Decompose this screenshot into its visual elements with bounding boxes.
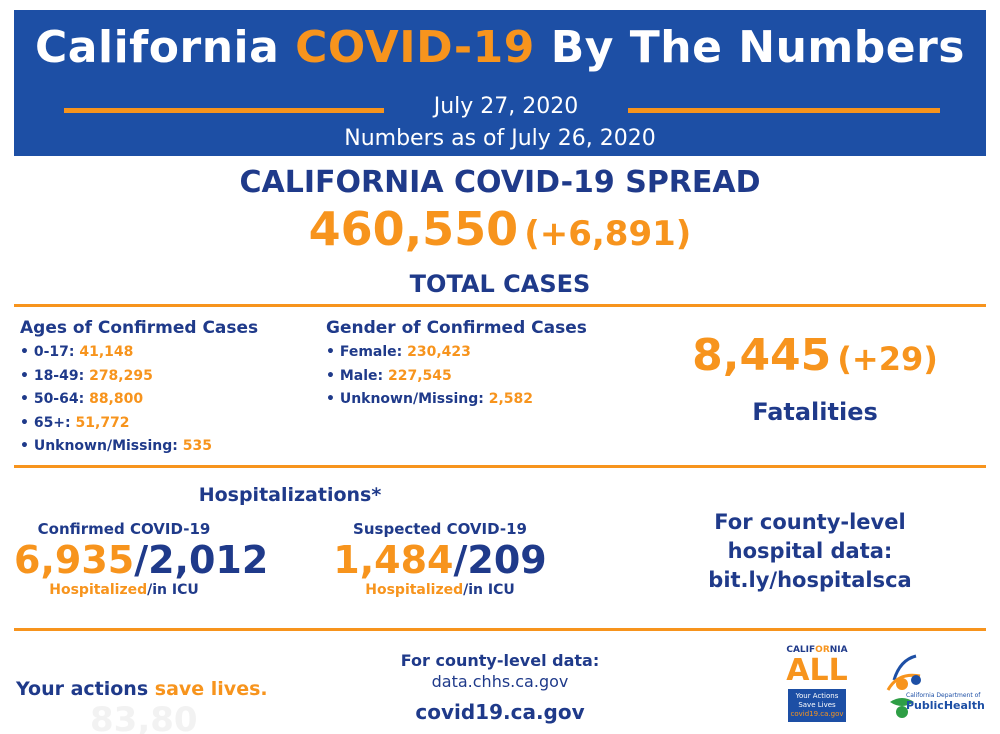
badge-line: Save Lives bbox=[798, 701, 836, 709]
total-cases-count: 460,550 bbox=[308, 202, 519, 256]
list-item: • 65+: 51,772 bbox=[20, 412, 212, 436]
ghost-text: 83,80 bbox=[90, 700, 198, 734]
fatalities-count: 8,445 bbox=[692, 330, 832, 381]
ca-part: NIA bbox=[829, 645, 848, 655]
caption-icu: /in ICU bbox=[147, 582, 199, 598]
list-item: • 0-17: 41,148 bbox=[20, 341, 212, 365]
ca-all-badge: Your Actions Save Lives covid19.ca.gov bbox=[788, 689, 846, 722]
california-all-logo: CALIFORNIA ALL Your Actions Save Lives c… bbox=[784, 645, 850, 722]
suspected-label: Suspected COVID-19 bbox=[353, 520, 527, 538]
age-label: • 18-49: bbox=[20, 367, 90, 384]
badge-line: Your Actions bbox=[795, 692, 839, 700]
list-item: • 50-64: 88,800 bbox=[20, 388, 212, 412]
title-highlight: COVID-19 bbox=[295, 22, 535, 73]
confirmed-caption: Hospitalized/in ICU bbox=[14, 582, 234, 598]
spread-heading: CALIFORNIA COVID-19 SPREAD bbox=[239, 165, 761, 200]
divider-1 bbox=[14, 304, 986, 307]
page-title: California COVID-19 By The Numbers bbox=[14, 22, 986, 73]
age-label: • 65+: bbox=[20, 414, 76, 431]
divider-3 bbox=[14, 628, 986, 631]
suspected-caption: Hospitalized/in ICU bbox=[330, 582, 550, 598]
ca-part: CALIF bbox=[786, 645, 816, 655]
tagline-pre: Your actions bbox=[16, 678, 155, 700]
gender-label: • Female: bbox=[326, 344, 408, 360]
hospital-data-link[interactable]: bit.ly/hospitalsca bbox=[708, 568, 912, 592]
cdph-wordmark: California Department of PublicHealth bbox=[906, 692, 985, 712]
list-item: • Unknown/Missing: 2,582 bbox=[326, 388, 533, 412]
confirmed-figures: 6,935/2,012 bbox=[14, 538, 268, 582]
confirmed-icu: /2,012 bbox=[134, 538, 269, 582]
county-data-block: For county-level data: data.chhs.ca.gov bbox=[380, 650, 620, 692]
title-pre: California bbox=[35, 22, 296, 73]
badge-url: covid19.ca.gov bbox=[790, 710, 844, 718]
suspected-icu: /209 bbox=[453, 538, 547, 582]
gender-value: 2,582 bbox=[488, 391, 534, 407]
list-item: • Male: 227,545 bbox=[326, 365, 533, 389]
age-value: 88,800 bbox=[89, 391, 144, 407]
caption-hospitalized: Hospitalized bbox=[49, 582, 148, 598]
banner-divider-right bbox=[628, 108, 940, 113]
fatalities-label: Fatalities bbox=[752, 398, 878, 426]
ages-list: • 0-17: 41,148 • 18-49: 278,295 • 50-64:… bbox=[20, 341, 212, 459]
suspected-figures: 1,484/209 bbox=[330, 538, 550, 582]
age-value: 51,772 bbox=[75, 414, 130, 431]
age-label: • Unknown/Missing: bbox=[20, 438, 183, 454]
hospitalizations-title: Hospitalizations* bbox=[198, 484, 382, 506]
confirmed-label: Confirmed COVID-19 bbox=[37, 520, 211, 538]
total-cases-delta: (+6,891) bbox=[524, 214, 692, 254]
caption-hospitalized: Hospitalized bbox=[365, 582, 464, 598]
county-hospital-line: hospital data: bbox=[727, 539, 893, 563]
caption-icu: /in ICU bbox=[463, 582, 515, 598]
actions-tagline: Your actions save lives. bbox=[16, 678, 268, 700]
ca-part-hl: OR bbox=[815, 645, 830, 655]
gender-value: 227,545 bbox=[387, 367, 452, 384]
county-data-link[interactable]: data.chhs.ca.gov bbox=[431, 672, 569, 691]
age-value: 535 bbox=[182, 438, 212, 454]
covid-site-link[interactable]: covid19.ca.gov bbox=[415, 700, 585, 724]
list-item: • Female: 230,423 bbox=[326, 341, 533, 365]
county-hospital-line: For county-level bbox=[714, 510, 906, 534]
age-label: • 50-64: bbox=[20, 391, 90, 407]
cdph-big-text: PublicHealth bbox=[906, 699, 985, 712]
suspected-hospitalized: 1,484 bbox=[333, 538, 454, 582]
cdph-small-text: California Department of bbox=[906, 692, 981, 699]
banner-divider-left bbox=[64, 108, 384, 113]
divider-2 bbox=[14, 465, 986, 468]
as-of-date: Numbers as of July 26, 2020 bbox=[344, 126, 656, 151]
fatalities-figure: 8,445 (+29) bbox=[660, 330, 970, 381]
cdph-logo-icon bbox=[886, 654, 921, 718]
age-value: 278,295 bbox=[89, 367, 153, 384]
age-label: • 0-17: bbox=[20, 344, 80, 360]
gender-label: • Unknown/Missing: bbox=[326, 391, 489, 407]
list-item: • Unknown/Missing: 535 bbox=[20, 435, 212, 459]
confirmed-hospitalized: 6,935 bbox=[14, 538, 135, 582]
total-cases-label: TOTAL CASES bbox=[409, 270, 591, 298]
tagline-highlight: save lives. bbox=[154, 678, 268, 700]
confirmed-hospital-block: Confirmed COVID-19 6,935/2,012 Hospitali… bbox=[14, 520, 268, 598]
title-post: By The Numbers bbox=[534, 22, 965, 73]
list-item: • 18-49: 278,295 bbox=[20, 365, 212, 389]
gender-list: • Female: 230,423 • Male: 227,545 • Unkn… bbox=[326, 341, 533, 412]
total-cases-figure: 460,550 (+6,891) bbox=[0, 202, 1000, 256]
gender-value: 230,423 bbox=[407, 344, 471, 360]
county-hospital-data: For county-level hospital data: bit.ly/h… bbox=[690, 508, 930, 595]
gender-label: • Male: bbox=[326, 367, 388, 384]
county-data-label: For county-level data: bbox=[400, 651, 600, 670]
gender-title: Gender of Confirmed Cases bbox=[326, 318, 587, 338]
header-banner: California COVID-19 By The Numbers July … bbox=[14, 10, 986, 156]
ca-all-big: ALL bbox=[786, 653, 848, 688]
fatalities-delta: (+29) bbox=[837, 340, 938, 378]
ages-title: Ages of Confirmed Cases bbox=[20, 318, 259, 338]
report-date: July 27, 2020 bbox=[433, 94, 579, 119]
suspected-hospital-block: Suspected COVID-19 1,484/209 Hospitalize… bbox=[330, 520, 550, 598]
ca-all-wordmark: CALIFORNIA bbox=[784, 645, 850, 655]
age-value: 41,148 bbox=[79, 344, 134, 360]
